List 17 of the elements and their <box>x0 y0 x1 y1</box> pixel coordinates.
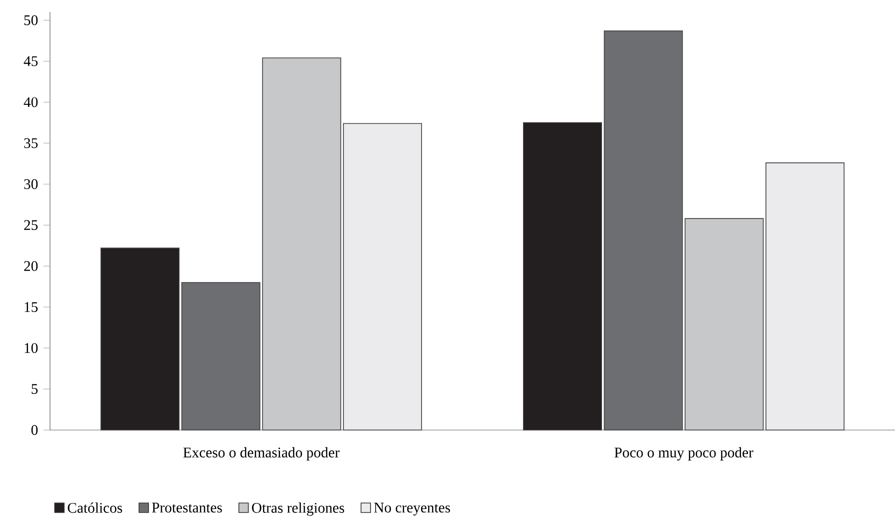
y-tick-label: 0 <box>31 425 38 435</box>
y-tick-label: 25 <box>24 220 38 230</box>
y-tick-label: 10 <box>24 343 38 353</box>
legend-label: Protestantes <box>152 502 222 513</box>
y-tick-label: 45 <box>24 56 38 66</box>
legend-label: No creyentes <box>374 502 450 516</box>
y-tick-label: 35 <box>24 138 38 148</box>
x-tick-label: Exceso o demasiado poder <box>183 447 340 460</box>
y-tick-label: 5 <box>32 384 38 394</box>
y-tick-label: 50 <box>24 15 38 26</box>
y-tick-label: 20 <box>24 261 38 272</box>
legend-label: Otras religiones <box>252 502 344 516</box>
y-tick-label: 30 <box>24 179 38 190</box>
legend-label: Católicos <box>68 502 122 513</box>
y-tick-label: 15 <box>24 302 38 312</box>
y-tick-label: 40 <box>24 97 38 108</box>
x-tick-label: Poco o muy poco poder <box>614 447 754 460</box>
